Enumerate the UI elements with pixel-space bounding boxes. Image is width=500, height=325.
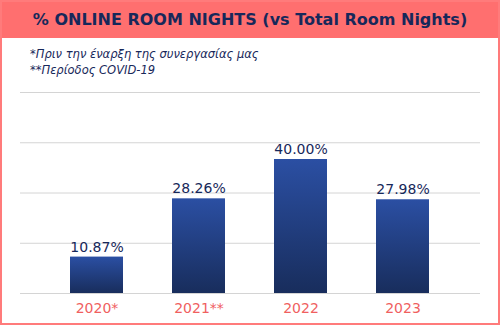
svg-text:10.87%: 10.87%	[70, 239, 123, 255]
svg-text:27.98%: 27.98%	[376, 181, 429, 197]
html-text:% ONLINE ROOM NIGHTS (vs Total: % ONLINE ROOM NIGHTS (vs Total Room Nigh…	[32, 10, 468, 29]
svg-text:40.00%: 40.00%	[274, 141, 327, 157]
svg-text:2022: 2022	[283, 300, 319, 316]
svg-text:2021**: 2021**	[174, 300, 224, 316]
svg-text:28.26%: 28.26%	[172, 180, 225, 196]
html-text:*Πριν την έναρξη της συνεργασί: *Πριν την έναρξη της συνεργασίας μας	[30, 47, 259, 61]
svg-text:2023: 2023	[385, 300, 421, 316]
html-text:**Περίοδος COVID-19: **Περίοδος COVID-19	[30, 63, 155, 77]
svg-text:2020*: 2020*	[76, 300, 119, 316]
